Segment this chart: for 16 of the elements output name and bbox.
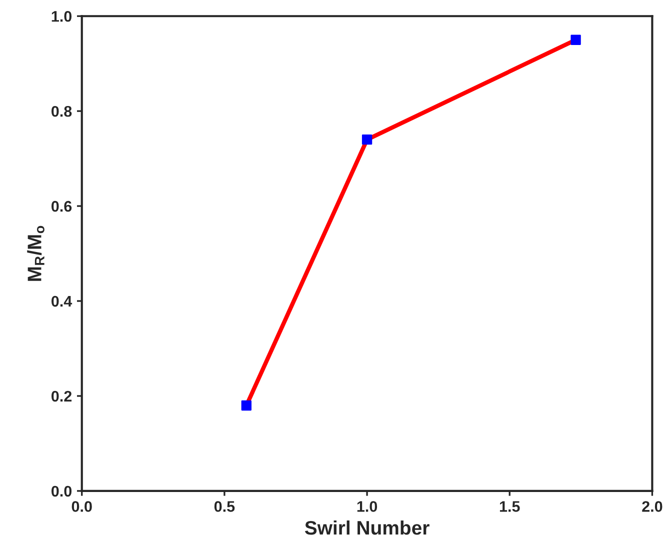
x-tick-label: 0.5 xyxy=(214,501,235,512)
point xyxy=(241,400,252,411)
y-tick-label: 1.0 xyxy=(52,10,72,22)
y-tick-label: 0.6 xyxy=(52,200,72,212)
point xyxy=(570,34,581,45)
point xyxy=(362,134,372,145)
x-tick-label: 1.5 xyxy=(500,501,520,512)
x-tick-label: 1.0 xyxy=(357,501,378,512)
x-tick-label: 2.0 xyxy=(642,501,662,512)
y-tick-label: 0.0 xyxy=(52,486,72,497)
y-tick-label: 0.8 xyxy=(52,106,72,117)
x-axis-title: Swirl Number xyxy=(304,520,430,535)
y-tick-label: 0.2 xyxy=(52,390,72,402)
x-tick-label: 0.0 xyxy=(72,501,92,512)
y-axis-title: M$_{R}$/M$_{o}$ xyxy=(27,226,44,281)
y-tick-label: 0.4 xyxy=(52,296,72,307)
